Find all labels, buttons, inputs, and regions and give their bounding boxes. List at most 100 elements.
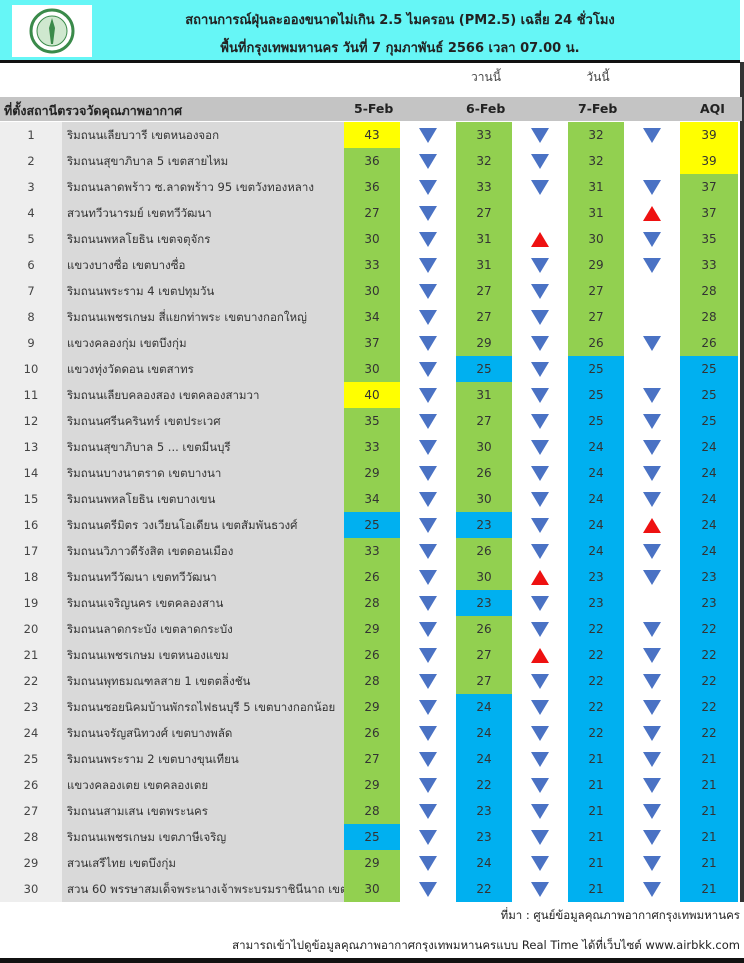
station-name: ริมถนนศรีนครินทร์ เขตประเวศ [62, 408, 344, 434]
pm25-value: 26 [344, 642, 400, 668]
trend-cell [624, 720, 680, 746]
trend-cell [624, 694, 680, 720]
trend-cell [512, 876, 568, 902]
trend-cell [400, 616, 456, 642]
arrow-down-icon [531, 414, 549, 429]
trend-cell [512, 642, 568, 668]
pm25-value: 25 [344, 512, 400, 538]
arrow-down-icon [419, 284, 437, 299]
trend-cell [624, 824, 680, 850]
trend-cell [400, 538, 456, 564]
table-row: 11 ริมถนนเลียบคลองสอง เขตคลองสามวา 40 31 25 2… [0, 382, 742, 408]
trend-cell [624, 486, 680, 512]
aqi-value: 22 [680, 720, 738, 746]
pm25-value: 26 [456, 538, 512, 564]
aqi-value: 24 [680, 512, 738, 538]
trend-cell [512, 434, 568, 460]
pm25-value: 27 [456, 304, 512, 330]
aqi-value: 21 [680, 850, 738, 876]
table-row: 1 ริมถนนเลียบวารี เขตหนองจอก 43 33 32 39 [0, 122, 742, 148]
trend-cell [400, 668, 456, 694]
pm25-value: 27 [456, 408, 512, 434]
arrow-down-icon [643, 726, 661, 741]
trend-cell [624, 226, 680, 252]
page-title: สถานการณ์ฝุ่นละอองขนาดไม่เกิน 2.5 ไมครอน… [185, 13, 615, 28]
trend-cell [512, 850, 568, 876]
station-name: ริมถนนเลียบคลองสอง เขตคลองสามวา [62, 382, 344, 408]
arrow-down-icon [643, 414, 661, 429]
col-aqi: AQI [700, 101, 725, 116]
arrow-down-icon [531, 596, 549, 611]
pm25-value: 24 [568, 538, 624, 564]
row-number: 14 [0, 460, 62, 486]
arrow-down-icon [419, 570, 437, 585]
right-border [740, 62, 744, 902]
arrow-down-icon [419, 622, 437, 637]
row-number: 6 [0, 252, 62, 278]
arrow-down-icon [643, 830, 661, 845]
station-name: ริมถนนเพชรเกษม เขตหนองแขม [62, 642, 344, 668]
pm25-value: 33 [344, 538, 400, 564]
arrow-down-icon [643, 674, 661, 689]
pm25-value: 29 [344, 772, 400, 798]
pm25-value: 23 [456, 512, 512, 538]
aqi-value: 21 [680, 772, 738, 798]
pm25-value: 30 [456, 564, 512, 590]
station-name: สวน 60 พรรษาสมเด็จพระนางเจ้าพระบรมราชินี… [62, 876, 344, 902]
arrow-down-icon [531, 882, 549, 897]
trend-cell [624, 642, 680, 668]
trend-cell [400, 746, 456, 772]
table-row: 3 ริมถนนลาดพร้าว ซ.ลาดพร้าว 95 เขตวังทองห… [0, 174, 742, 200]
pm25-value: 27 [456, 668, 512, 694]
arrow-down-icon [643, 492, 661, 507]
col-station: ที่ตั้งสถานีตรวจวัดคุณภาพอากาศ [4, 103, 183, 118]
row-number: 20 [0, 616, 62, 642]
aqi-value: 37 [680, 174, 738, 200]
trend-cell [624, 278, 680, 304]
trend-cell [512, 798, 568, 824]
row-number: 1 [0, 122, 62, 148]
station-name: ริมถนนพหลโยธิน เขตบางเขน [62, 486, 344, 512]
pm25-value: 24 [456, 850, 512, 876]
station-name: ริมถนนลาดกระบัง เขตลาดกระบัง [62, 616, 344, 642]
row-number: 21 [0, 642, 62, 668]
seal-icon [29, 8, 75, 54]
arrow-down-icon [419, 648, 437, 663]
pm25-value: 22 [456, 876, 512, 902]
aqi-value: 25 [680, 382, 738, 408]
pm25-value: 25 [568, 356, 624, 382]
pm25-value: 26 [344, 564, 400, 590]
arrow-down-icon [531, 440, 549, 455]
aqi-value: 23 [680, 590, 738, 616]
trend-cell [400, 772, 456, 798]
pm25-value: 36 [344, 174, 400, 200]
arrow-down-icon [531, 284, 549, 299]
trend-cell [512, 330, 568, 356]
title-banner: สถานการณ์ฝุ่นละอองขนาดไม่เกิน 2.5 ไมครอน… [0, 0, 740, 63]
trend-cell [624, 876, 680, 902]
pm25-value: 22 [456, 772, 512, 798]
pm25-value: 30 [344, 356, 400, 382]
arrow-down-icon [419, 700, 437, 715]
trend-cell [624, 252, 680, 278]
table-row: 14 ริมถนนบางนาตราด เขตบางนา 29 26 24 24 [0, 460, 742, 486]
row-number: 17 [0, 538, 62, 564]
aqi-value: 37 [680, 200, 738, 226]
station-name: ริมถนนสามเสน เขตพระนคร [62, 798, 344, 824]
arrow-down-icon [419, 544, 437, 559]
pm25-value: 24 [456, 694, 512, 720]
pm25-value: 29 [344, 616, 400, 642]
pm25-value: 33 [344, 434, 400, 460]
table-row: 12 ริมถนนศรีนครินทร์ เขตประเวศ 35 27 25 25 [0, 408, 742, 434]
trend-cell [400, 460, 456, 486]
trend-cell [400, 512, 456, 538]
aqi-value: 22 [680, 642, 738, 668]
trend-cell [400, 304, 456, 330]
aqi-value: 26 [680, 330, 738, 356]
pm25-value: 23 [568, 590, 624, 616]
trend-cell [400, 278, 456, 304]
table-row: 2 ริมถนนสุขาภิบาล 5 เขตสายไหม 36 32 32 39 [0, 148, 742, 174]
trend-cell [400, 694, 456, 720]
row-number: 10 [0, 356, 62, 382]
col-6feb: 6-Feb [466, 101, 506, 116]
